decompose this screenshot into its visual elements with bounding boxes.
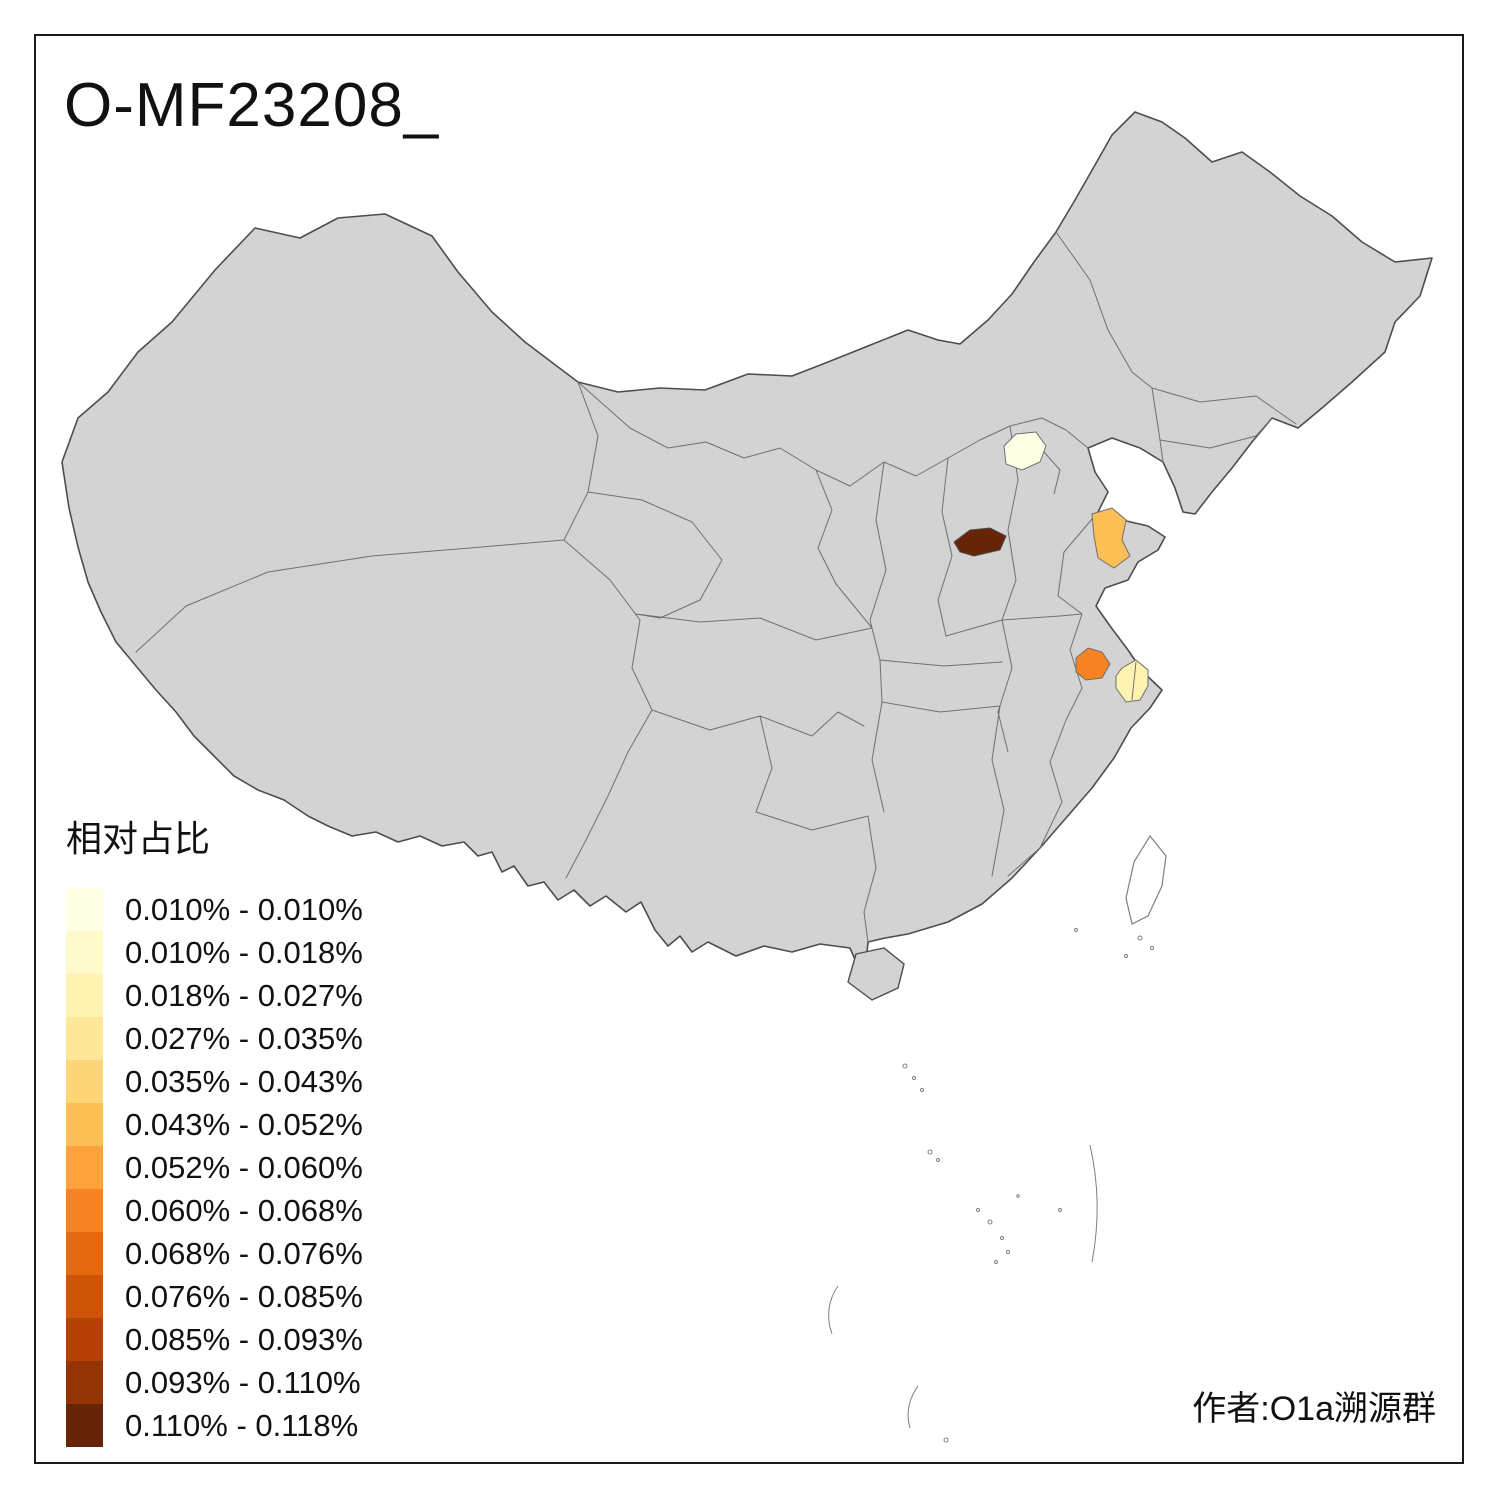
legend-row: 0.027% - 0.035%: [66, 1017, 363, 1060]
legend-row: 0.068% - 0.076%: [66, 1232, 363, 1275]
legend-color-swatch: [66, 888, 103, 931]
south-china-sea-islets: [828, 928, 1154, 1443]
legend-row: 0.043% - 0.052%: [66, 1103, 363, 1146]
legend-range-label: 0.027% - 0.035%: [125, 1020, 363, 1056]
region-shanghai-divider: [1131, 661, 1137, 701]
legend-row: 0.052% - 0.060%: [66, 1146, 363, 1189]
legend-color-swatch: [66, 1103, 103, 1146]
legend-rows: 0.010% - 0.010% 0.010% - 0.018% 0.018% -…: [66, 888, 363, 1447]
legend-row: 0.060% - 0.068%: [66, 1189, 363, 1232]
legend-range-label: 0.076% - 0.085%: [125, 1278, 363, 1314]
legend-range-label: 0.052% - 0.060%: [125, 1149, 363, 1185]
legend-color-swatch: [66, 931, 103, 974]
region-jiangsu-area: [1075, 647, 1111, 681]
hainan-island: [847, 947, 905, 1001]
region-shandong-area: [1091, 507, 1131, 569]
legend-range-label: 0.010% - 0.010%: [125, 891, 363, 927]
legend-color-swatch: [66, 1189, 103, 1232]
legend-color-swatch: [66, 1146, 103, 1189]
legend-color-swatch: [66, 1404, 103, 1447]
author-credit: 作者:O1a溯源群: [1192, 1390, 1436, 1428]
legend-range-label: 0.060% - 0.068%: [125, 1192, 363, 1228]
legend-color-swatch: [66, 1232, 103, 1275]
province-boundaries: [135, 231, 1297, 943]
region-shanxi-south-area: [953, 527, 1007, 557]
taiwan-island: [1125, 834, 1167, 925]
legend-row: 0.110% - 0.118%: [66, 1404, 363, 1447]
map-title: O-MF23208_: [64, 71, 440, 140]
legend-color-swatch: [66, 1361, 103, 1404]
legend-color-swatch: [66, 1060, 103, 1103]
legend-color-swatch: [66, 1017, 103, 1060]
legend-range-label: 0.010% - 0.018%: [125, 934, 363, 970]
legend-range-label: 0.043% - 0.052%: [125, 1106, 363, 1142]
legend-range-label: 0.085% - 0.093%: [125, 1321, 363, 1357]
region-shanghai-area: [1115, 659, 1149, 703]
legend-range-label: 0.068% - 0.076%: [125, 1235, 363, 1271]
legend-range-label: 0.035% - 0.043%: [125, 1063, 363, 1099]
legend-row: 0.018% - 0.027%: [66, 974, 363, 1017]
legend: 相对占比 0.010% - 0.010% 0.010% - 0.018% 0.0…: [66, 810, 363, 1447]
legend-color-swatch: [66, 1275, 103, 1318]
legend-row: 0.010% - 0.018%: [66, 931, 363, 974]
legend-row: 0.076% - 0.085%: [66, 1275, 363, 1318]
legend-row: 0.035% - 0.043%: [66, 1060, 363, 1103]
legend-range-label: 0.018% - 0.027%: [125, 977, 363, 1013]
legend-color-swatch: [66, 974, 103, 1017]
legend-range-label: 0.110% - 0.118%: [125, 1407, 359, 1443]
legend-range-label: 0.093% - 0.110%: [125, 1364, 361, 1400]
region-beijing-area: [1003, 431, 1047, 471]
legend-color-swatch: [66, 1318, 103, 1361]
legend-row: 0.093% - 0.110%: [66, 1361, 363, 1404]
legend-row: 0.085% - 0.093%: [66, 1318, 363, 1361]
china-country-shape: [61, 111, 1433, 967]
legend-row: 0.010% - 0.010%: [66, 888, 363, 931]
legend-title: 相对占比: [66, 818, 211, 859]
